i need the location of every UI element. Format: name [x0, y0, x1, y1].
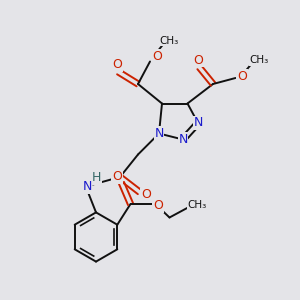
Text: N: N — [193, 116, 203, 130]
Text: N: N — [178, 133, 188, 146]
Text: O: O — [153, 50, 162, 63]
Text: O: O — [193, 53, 203, 67]
Text: CH₃: CH₃ — [249, 55, 268, 65]
Text: O: O — [112, 170, 122, 184]
Text: H: H — [92, 171, 101, 184]
Text: O: O — [237, 70, 247, 83]
Text: N: N — [82, 180, 92, 194]
Text: CH₃: CH₃ — [188, 200, 207, 211]
Text: N: N — [154, 127, 164, 140]
Text: O: O — [141, 188, 151, 202]
Text: O: O — [153, 199, 163, 212]
Text: CH₃: CH₃ — [160, 35, 179, 46]
Text: O: O — [112, 58, 122, 71]
